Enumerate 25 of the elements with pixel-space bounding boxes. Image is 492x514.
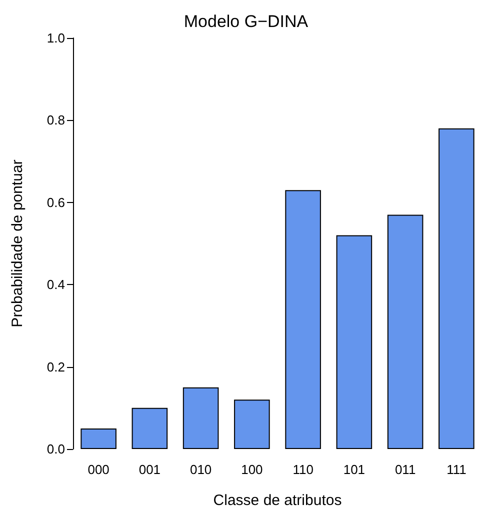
bar: [132, 408, 168, 449]
bar: [285, 190, 321, 449]
x-tick-label: 010: [190, 462, 212, 477]
y-tick-label: 0.0: [46, 442, 65, 456]
bar: [438, 128, 474, 449]
x-tick-label: 100: [241, 462, 263, 477]
x-tick-label: 000: [88, 462, 110, 477]
bar: [182, 387, 219, 449]
x-tick-label: 001: [138, 462, 161, 477]
bar: [387, 214, 424, 449]
x-tick-label: 110: [292, 462, 314, 477]
bar: [336, 235, 372, 449]
chart-title: Modelo G−DINA: [184, 12, 309, 31]
bar: [234, 400, 270, 449]
y-tick-label: 0.4: [46, 277, 65, 292]
y-tick-label: 0.2: [46, 359, 65, 374]
y-tick-label: 0.8: [46, 112, 65, 128]
y-tick-label: 1.0: [46, 30, 65, 46]
x-tick-label: 101: [343, 462, 366, 477]
y-tick-label: 0.6: [46, 194, 65, 210]
bar: [80, 428, 116, 449]
x-tick-label: 011: [394, 462, 416, 477]
x-axis-title: Classe de atributos: [213, 492, 342, 509]
y-axis-title: Probabilidade de pontuar: [9, 160, 26, 328]
x-tick-label: 111: [446, 462, 466, 477]
